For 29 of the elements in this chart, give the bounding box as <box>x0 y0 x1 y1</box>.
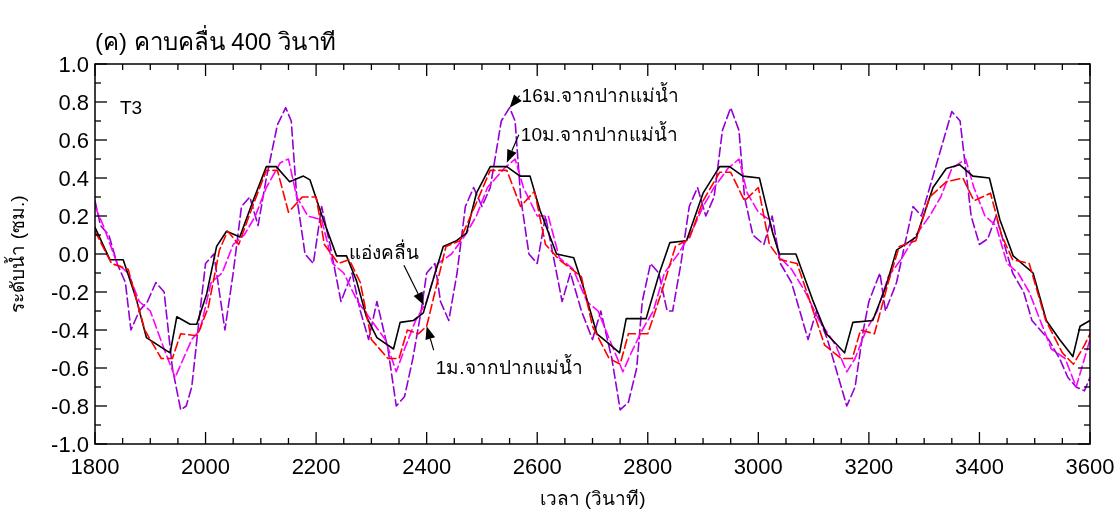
x-tick-label: 3400 <box>954 454 1004 479</box>
x-tick-label: 3600 <box>1065 454 1115 479</box>
chart-title: (ค) คาบคลื่น 400 วินาที <box>95 25 337 55</box>
x-tick-label: 3200 <box>844 454 894 479</box>
x-tick-label: 2000 <box>181 454 231 479</box>
y-tick-label: 0.8 <box>58 90 89 115</box>
annotation: แอ่งคลื่น <box>348 239 419 264</box>
x-tick-label: 2400 <box>402 454 452 479</box>
x-axis-title: เวลา (วินาที) <box>539 488 646 509</box>
y-tick-label: 0.2 <box>58 204 89 229</box>
y-tick-label: -0.6 <box>51 356 89 381</box>
y-axis-title: ระดับน้ำ (ซม.) <box>4 195 28 313</box>
annotation: 10ม.จากปากแม่น้ำ <box>520 120 679 145</box>
y-tick-label: 0.0 <box>58 242 89 267</box>
y-tick-label: 0.4 <box>58 166 89 191</box>
y-tick-label: -0.8 <box>51 394 89 419</box>
annotation: 16ม.จากปากแม่น้ำ <box>521 81 680 106</box>
x-tick-label: 1800 <box>70 454 120 479</box>
y-tick-label: -0.2 <box>51 280 89 305</box>
y-tick-label: -1.0 <box>51 432 89 457</box>
x-tick-label: 2600 <box>512 454 562 479</box>
annotation: T3 <box>120 97 143 118</box>
y-tick-label: -0.4 <box>51 318 89 343</box>
x-tick-label: 3000 <box>733 454 783 479</box>
annotation: 1ม.จากปากแม่น้ำ <box>435 354 583 379</box>
x-tick-label: 2800 <box>623 454 673 479</box>
x-tick-label: 2200 <box>291 454 341 479</box>
y-tick-label: 1.0 <box>58 52 89 77</box>
y-tick-label: 0.6 <box>58 128 89 153</box>
